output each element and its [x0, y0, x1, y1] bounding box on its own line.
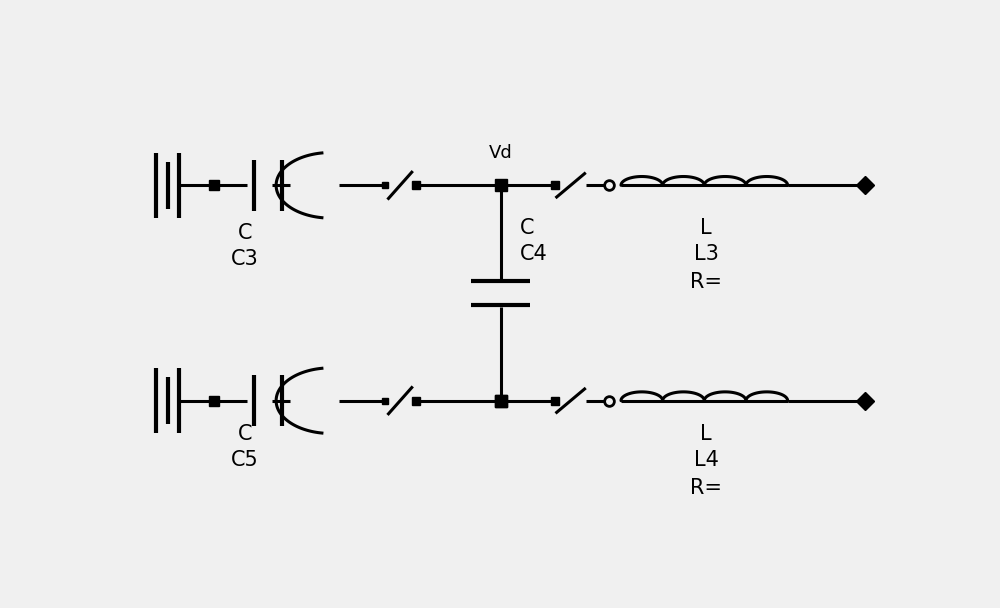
Text: C: C [238, 424, 252, 444]
Text: L: L [700, 218, 712, 238]
Text: C: C [520, 218, 535, 238]
Text: R=: R= [690, 478, 722, 498]
Text: Vd: Vd [489, 144, 513, 162]
Text: C5: C5 [231, 450, 259, 470]
Text: R=: R= [690, 272, 722, 292]
Text: L4: L4 [694, 450, 719, 470]
Text: C3: C3 [231, 249, 259, 269]
Text: L: L [700, 424, 712, 444]
Text: C: C [238, 223, 252, 243]
Text: C4: C4 [520, 244, 548, 264]
Text: L3: L3 [694, 244, 719, 264]
